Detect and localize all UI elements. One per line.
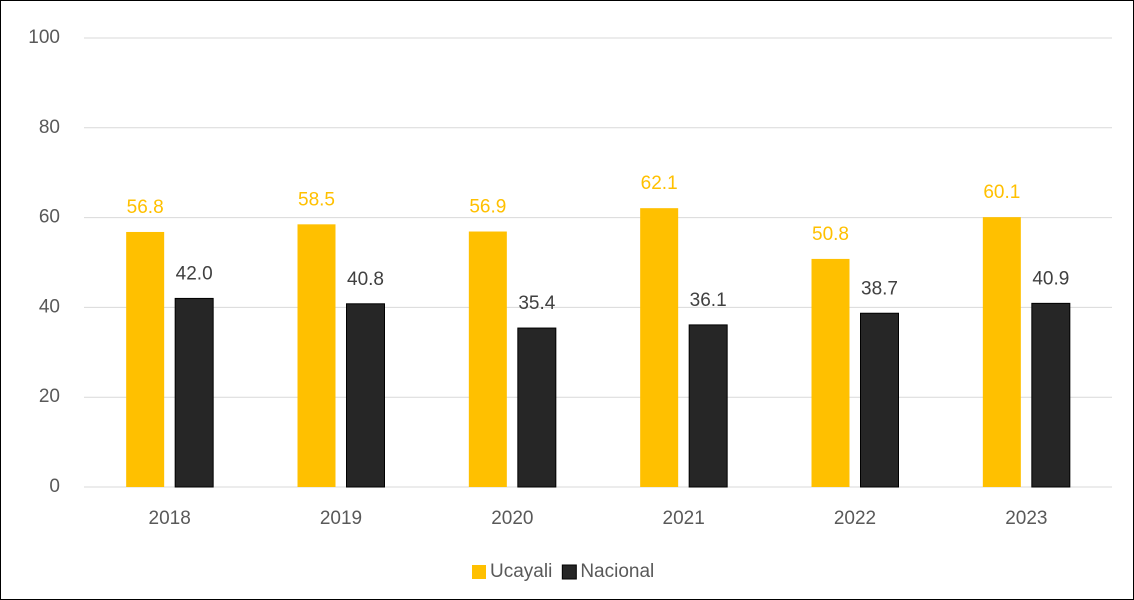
data-label: 58.5 (298, 189, 335, 210)
bar (346, 303, 385, 488)
bar (860, 312, 899, 488)
legend-label: Ucayali (490, 561, 552, 582)
bar (517, 327, 557, 488)
bar (297, 224, 336, 487)
legend-label: Nacional (580, 561, 654, 582)
y-tick-label: 100 (28, 27, 60, 48)
x-tick-label: 2021 (663, 508, 705, 529)
x-tick-label: 2022 (834, 508, 876, 529)
bar (174, 297, 214, 488)
x-tick-label: 2019 (320, 508, 362, 529)
y-tick-label: 80 (39, 117, 60, 138)
x-tick-label: 2023 (1005, 508, 1047, 529)
data-label: 35.4 (518, 293, 555, 314)
y-tick-label: 20 (39, 386, 60, 407)
data-label: 36.1 (690, 290, 727, 311)
bar (126, 231, 165, 487)
y-tick-label: 60 (39, 207, 60, 228)
data-label: 60.1 (983, 182, 1020, 203)
y-tick-label: 0 (49, 476, 60, 497)
data-label: 62.1 (641, 173, 678, 194)
bar (982, 217, 1021, 487)
bar (640, 208, 679, 487)
legend-swatch (472, 565, 486, 579)
data-label: 38.7 (861, 278, 898, 299)
legend-swatch (561, 564, 577, 580)
data-label: 50.8 (812, 224, 849, 245)
data-label: 40.9 (1032, 268, 1069, 289)
bar (1031, 302, 1071, 488)
bar (688, 324, 728, 488)
bar (811, 258, 850, 487)
data-label: 42.0 (176, 263, 213, 284)
x-tick-label: 2020 (491, 508, 533, 529)
data-label: 56.9 (469, 197, 506, 218)
data-label: 56.8 (127, 197, 164, 218)
bar (468, 231, 507, 487)
data-label: 40.8 (347, 269, 384, 290)
x-tick-label: 2018 (149, 508, 191, 529)
y-tick-label: 40 (39, 296, 60, 317)
